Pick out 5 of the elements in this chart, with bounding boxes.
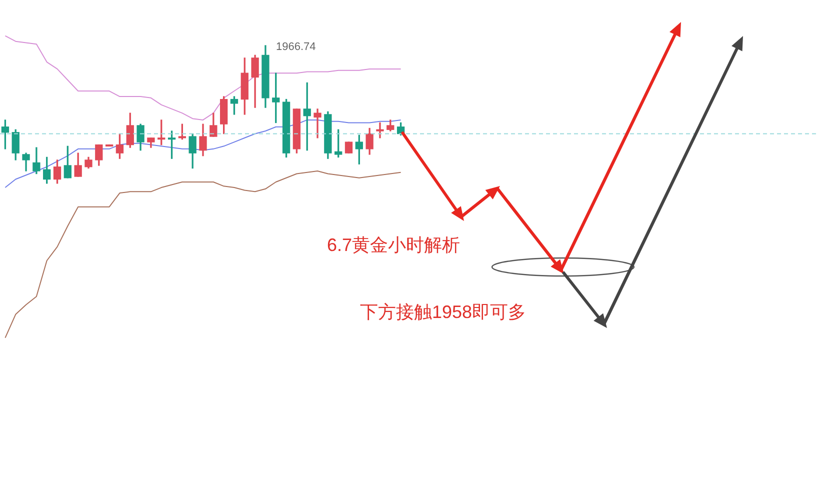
text: 下方接触1958即可多 <box>360 301 526 324</box>
candlestick <box>376 122 384 138</box>
candlestick <box>314 108 322 138</box>
annotation: 1966.74 <box>276 41 316 53</box>
text: 6.7黄金小时解析 <box>327 234 460 257</box>
